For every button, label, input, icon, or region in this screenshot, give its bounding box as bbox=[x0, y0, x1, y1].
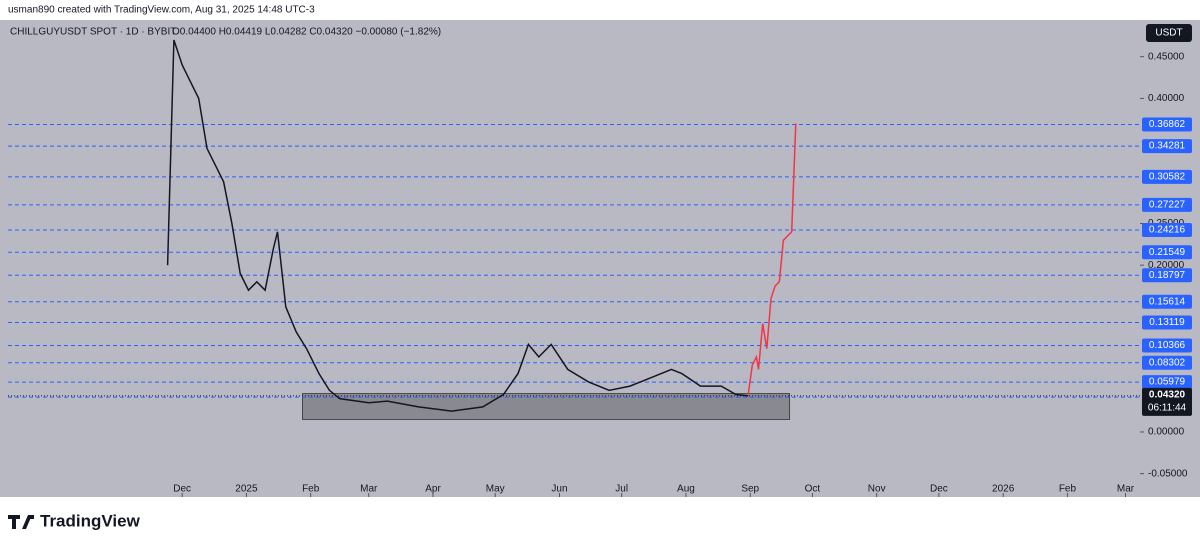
x-tick-label: 2025 bbox=[235, 484, 258, 495]
level-label-bg bbox=[1142, 268, 1192, 283]
level-label-bg bbox=[1142, 338, 1192, 353]
currency[interactable]: USDT bbox=[1155, 28, 1182, 39]
currency-button[interactable] bbox=[1146, 24, 1192, 42]
countdown: 06:11:44 bbox=[1148, 403, 1187, 414]
level-label: 0.34281 bbox=[1149, 141, 1186, 152]
x-tick-label: Feb bbox=[302, 484, 320, 495]
x-tick-label: Oct bbox=[805, 484, 821, 495]
price-line bbox=[747, 123, 797, 395]
x-tick-label: Feb bbox=[1059, 484, 1077, 495]
level-label-bg bbox=[1142, 139, 1192, 154]
price-line bbox=[166, 39, 749, 412]
y-tick-label: 0.45000 bbox=[1148, 51, 1185, 62]
level-label-bg bbox=[1142, 197, 1192, 212]
level-label-bg bbox=[1142, 117, 1192, 132]
x-tick-label: Nov bbox=[868, 484, 886, 495]
level-label-bg bbox=[1142, 355, 1192, 370]
level-label: 0.08302 bbox=[1149, 357, 1186, 368]
level-label-bg bbox=[1142, 169, 1192, 184]
level-label-bg bbox=[1142, 245, 1192, 260]
chart-background bbox=[0, 20, 1200, 497]
level-label: 0.27227 bbox=[1149, 200, 1186, 211]
level-label-bg bbox=[1142, 294, 1192, 309]
symbol: CHILLGUYUSDT SPOT · 1D · BYBIT bbox=[10, 27, 176, 38]
level-label: 0.30582 bbox=[1149, 172, 1186, 183]
x-tick-label: Jun bbox=[551, 484, 567, 495]
x-tick-label: Aug bbox=[677, 484, 695, 495]
level-label: 0.13119 bbox=[1149, 317, 1185, 328]
header: usman890 created with TradingView.com, A… bbox=[8, 5, 315, 16]
level-label-bg bbox=[1142, 223, 1192, 238]
y-tick-label: 0.00000 bbox=[1148, 427, 1185, 438]
brand-logo bbox=[8, 515, 34, 529]
x-tick-label: Dec bbox=[173, 484, 191, 495]
last-price-bg bbox=[1142, 387, 1192, 416]
x-tick-label: Mar bbox=[360, 484, 378, 495]
level-label: 0.18797 bbox=[1149, 270, 1186, 281]
y-tick-label: 0.20000 bbox=[1148, 260, 1185, 271]
level-label: 0.15614 bbox=[1149, 296, 1186, 307]
x-tick-label: Sep bbox=[741, 484, 759, 495]
x-tick-label: 2026 bbox=[992, 484, 1015, 495]
y-tick-label: 0.40000 bbox=[1148, 93, 1185, 104]
ohlc: O0.04400 H0.04419 L0.04282 C0.04320 −0.0… bbox=[172, 27, 441, 38]
level-label: 0.10366 bbox=[1149, 340, 1186, 351]
x-tick-label: Apr bbox=[425, 484, 441, 495]
x-tick-label: Jul bbox=[615, 484, 628, 495]
y-tick-label: -0.05000 bbox=[1148, 468, 1188, 479]
x-tick-label: Dec bbox=[930, 484, 948, 495]
level-label: 0.21549 bbox=[1149, 247, 1186, 258]
x-tick-label: May bbox=[486, 484, 505, 495]
level-label-bg bbox=[1142, 315, 1192, 330]
range-box bbox=[302, 393, 791, 420]
level-label: 0.05979 bbox=[1149, 377, 1186, 388]
level-label-bg bbox=[1142, 375, 1192, 390]
level-label: 0.24216 bbox=[1149, 225, 1186, 236]
x-tick-label: Mar bbox=[1117, 484, 1135, 495]
brand: TradingView bbox=[40, 511, 141, 530]
level-label: 0.36862 bbox=[1149, 119, 1186, 130]
last-price-label: 0.04320 bbox=[1149, 390, 1186, 401]
